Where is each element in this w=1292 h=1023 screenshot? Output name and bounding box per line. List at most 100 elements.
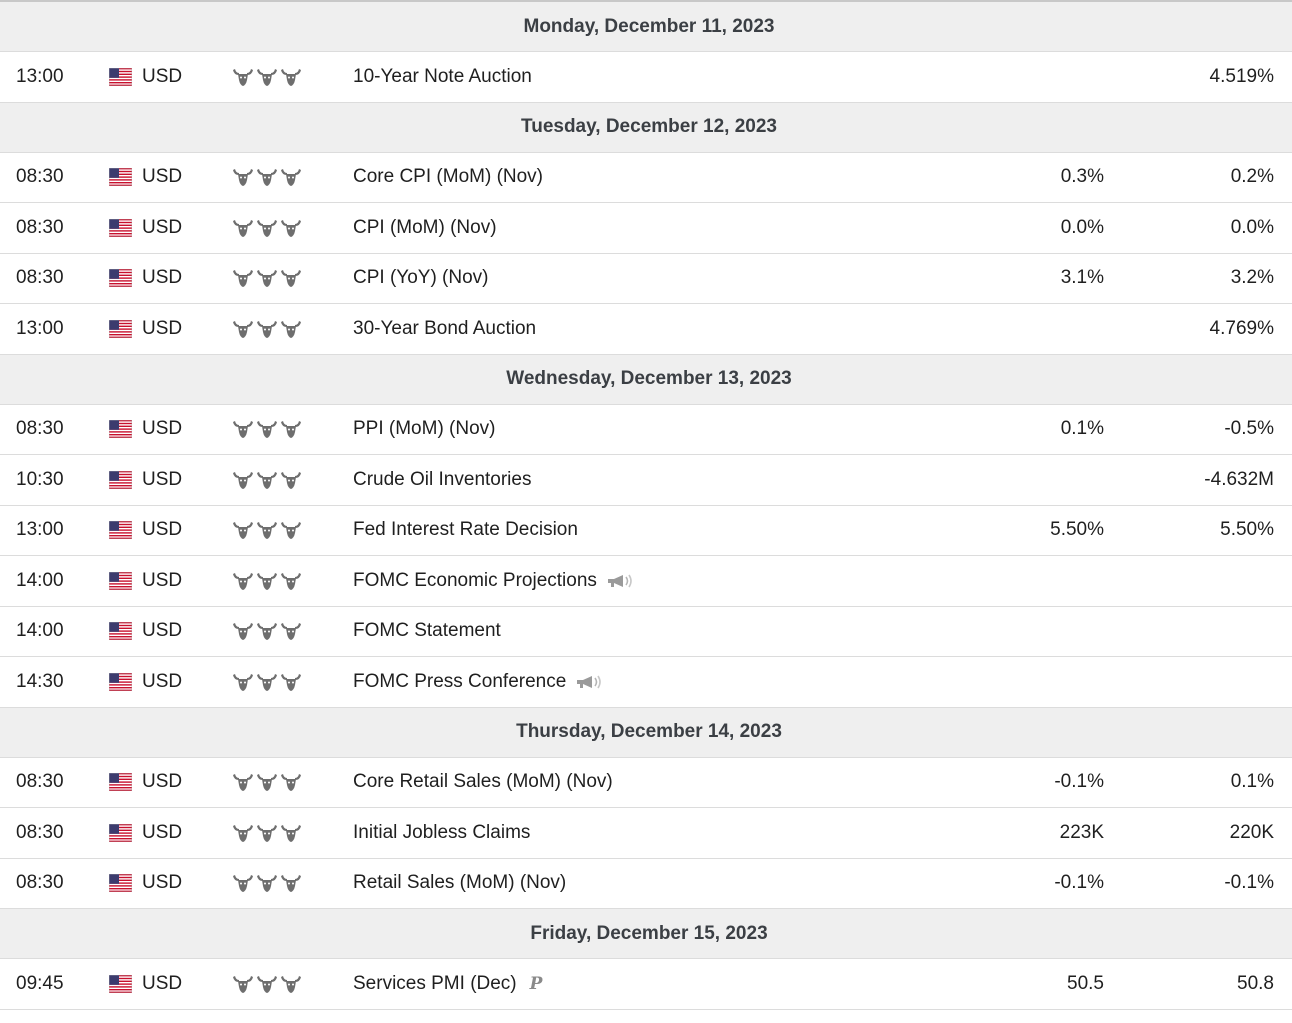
event-actual: -0.1% (1054, 872, 1104, 894)
event-row[interactable]: 14:30 USD (0, 657, 1292, 708)
bull-head-icon (233, 673, 253, 691)
bull-head-icon (281, 975, 301, 993)
us-flag-icon (109, 571, 132, 590)
bull-head-icon (281, 875, 301, 893)
us-flag-icon (109, 874, 132, 893)
bull-head-icon (281, 824, 301, 842)
bull-head-icon (257, 421, 277, 439)
importance-rating (232, 771, 302, 793)
event-row[interactable]: 13:00 USD (0, 52, 1292, 103)
bull-head-icon (257, 774, 277, 792)
event-currency: USD (142, 670, 183, 692)
event-row[interactable]: 13:00 USD (0, 304, 1292, 355)
event-name[interactable]: 30-Year Bond Auction (353, 317, 537, 339)
us-flag-icon (109, 823, 132, 842)
bull-head-icon (281, 572, 301, 590)
bull-head-icon (257, 572, 277, 590)
bull-head-icon (257, 68, 277, 86)
event-name[interactable]: Fed Interest Rate Decision (353, 519, 578, 541)
preliminary-icon: P (529, 973, 543, 994)
event-row[interactable]: 14:00 USD (0, 556, 1292, 607)
event-time: 08:30 (16, 216, 64, 238)
bull-head-icon (257, 320, 277, 338)
us-flag-icon (109, 319, 132, 338)
event-previous: 3.2% (1230, 267, 1274, 289)
bull-head-icon (257, 673, 277, 691)
event-name[interactable]: CPI (YoY) (Nov) (353, 267, 489, 289)
bull-head-icon (233, 270, 253, 288)
event-name[interactable]: Initial Jobless Claims (353, 821, 531, 843)
importance-rating (232, 267, 302, 289)
bull-head-icon (257, 522, 277, 540)
event-currency: USD (142, 468, 183, 490)
event-name-cell: 30-Year Bond Auction (353, 318, 536, 340)
speaker-icon[interactable] (575, 673, 605, 691)
event-name[interactable]: Crude Oil Inventories (353, 468, 532, 490)
event-name[interactable]: PPI (MoM) (Nov) (353, 418, 496, 440)
bull-head-icon (281, 169, 301, 187)
us-flag-icon (109, 521, 132, 540)
event-previous: 4.769% (1209, 317, 1274, 339)
bull-head-icon (257, 975, 277, 993)
bull-head-icon (281, 623, 301, 641)
event-previous: 0.1% (1230, 771, 1274, 793)
importance-rating (232, 519, 302, 541)
event-row[interactable]: 08:30 USD (0, 153, 1292, 203)
us-flag-icon (109, 622, 132, 641)
bull-head-icon (233, 975, 253, 993)
importance-rating (232, 418, 302, 440)
event-previous: -4.632M (1204, 468, 1274, 490)
bull-head-icon (257, 824, 277, 842)
event-name-cell: Core CPI (MoM) (Nov) (353, 166, 543, 188)
event-currency: USD (142, 166, 183, 188)
importance-rating (232, 166, 302, 188)
event-row[interactable]: 08:30 USD (0, 203, 1292, 254)
event-name[interactable]: Core CPI (MoM) (Nov) (353, 166, 544, 188)
event-row[interactable]: 08:30 USD (0, 808, 1292, 859)
event-name-cell: Crude Oil Inventories (353, 469, 531, 491)
event-time: 08:30 (16, 418, 64, 440)
event-currency: USD (142, 771, 183, 793)
event-row[interactable]: 14:00 USD (0, 607, 1292, 657)
importance-rating (232, 469, 302, 491)
event-name[interactable]: FOMC Economic Projections (353, 569, 597, 591)
event-name[interactable]: Services PMI (Dec) (353, 972, 517, 994)
event-row[interactable]: 10:30 USD (0, 455, 1292, 506)
bull-head-icon (233, 875, 253, 893)
bull-head-icon (281, 421, 301, 439)
event-name[interactable]: 10-Year Note Auction (353, 65, 532, 87)
event-name[interactable]: FOMC Statement (353, 620, 501, 642)
event-previous: 220K (1229, 821, 1274, 843)
bull-head-icon (233, 824, 253, 842)
event-row[interactable]: 08:30 USD (0, 405, 1292, 455)
day-label: Tuesday, December 12, 2023 (521, 116, 777, 137)
event-name-cell: PPI (MoM) (Nov) (353, 418, 496, 440)
event-row[interactable]: 08:30 USD (0, 859, 1292, 909)
event-name-cell: CPI (YoY) (Nov) (353, 267, 489, 289)
event-currency: USD (142, 972, 183, 994)
bull-head-icon (233, 421, 253, 439)
event-name[interactable]: Core Retail Sales (MoM) (Nov) (353, 771, 613, 793)
event-row[interactable]: 13:00 USD (0, 506, 1292, 556)
event-actual: 0.1% (1060, 418, 1104, 440)
bull-head-icon (233, 572, 253, 590)
event-previous: 50.8 (1237, 972, 1274, 994)
importance-rating (232, 570, 302, 592)
event-name[interactable]: FOMC Press Conference (353, 670, 567, 692)
event-name-cell: Services PMI (Dec) P (353, 973, 542, 995)
event-name[interactable]: CPI (MoM) (Nov) (353, 216, 497, 238)
event-row[interactable]: 09:45 USD (0, 959, 1292, 1010)
us-flag-icon (109, 974, 132, 993)
event-row[interactable]: 08:30 USD (0, 254, 1292, 304)
event-currency: USD (142, 519, 183, 541)
speaker-icon[interactable] (606, 572, 636, 590)
event-row[interactable]: 08:30 USD (0, 758, 1292, 808)
event-previous: -0.5% (1224, 418, 1274, 440)
event-currency: USD (142, 65, 183, 87)
event-actual: 5.50% (1050, 519, 1104, 541)
event-name[interactable]: Retail Sales (MoM) (Nov) (353, 872, 567, 894)
importance-rating (232, 822, 302, 844)
day-header: Wednesday, December 13, 2023 (0, 354, 1292, 405)
bull-head-icon (257, 270, 277, 288)
day-label: Thursday, December 14, 2023 (516, 721, 782, 742)
